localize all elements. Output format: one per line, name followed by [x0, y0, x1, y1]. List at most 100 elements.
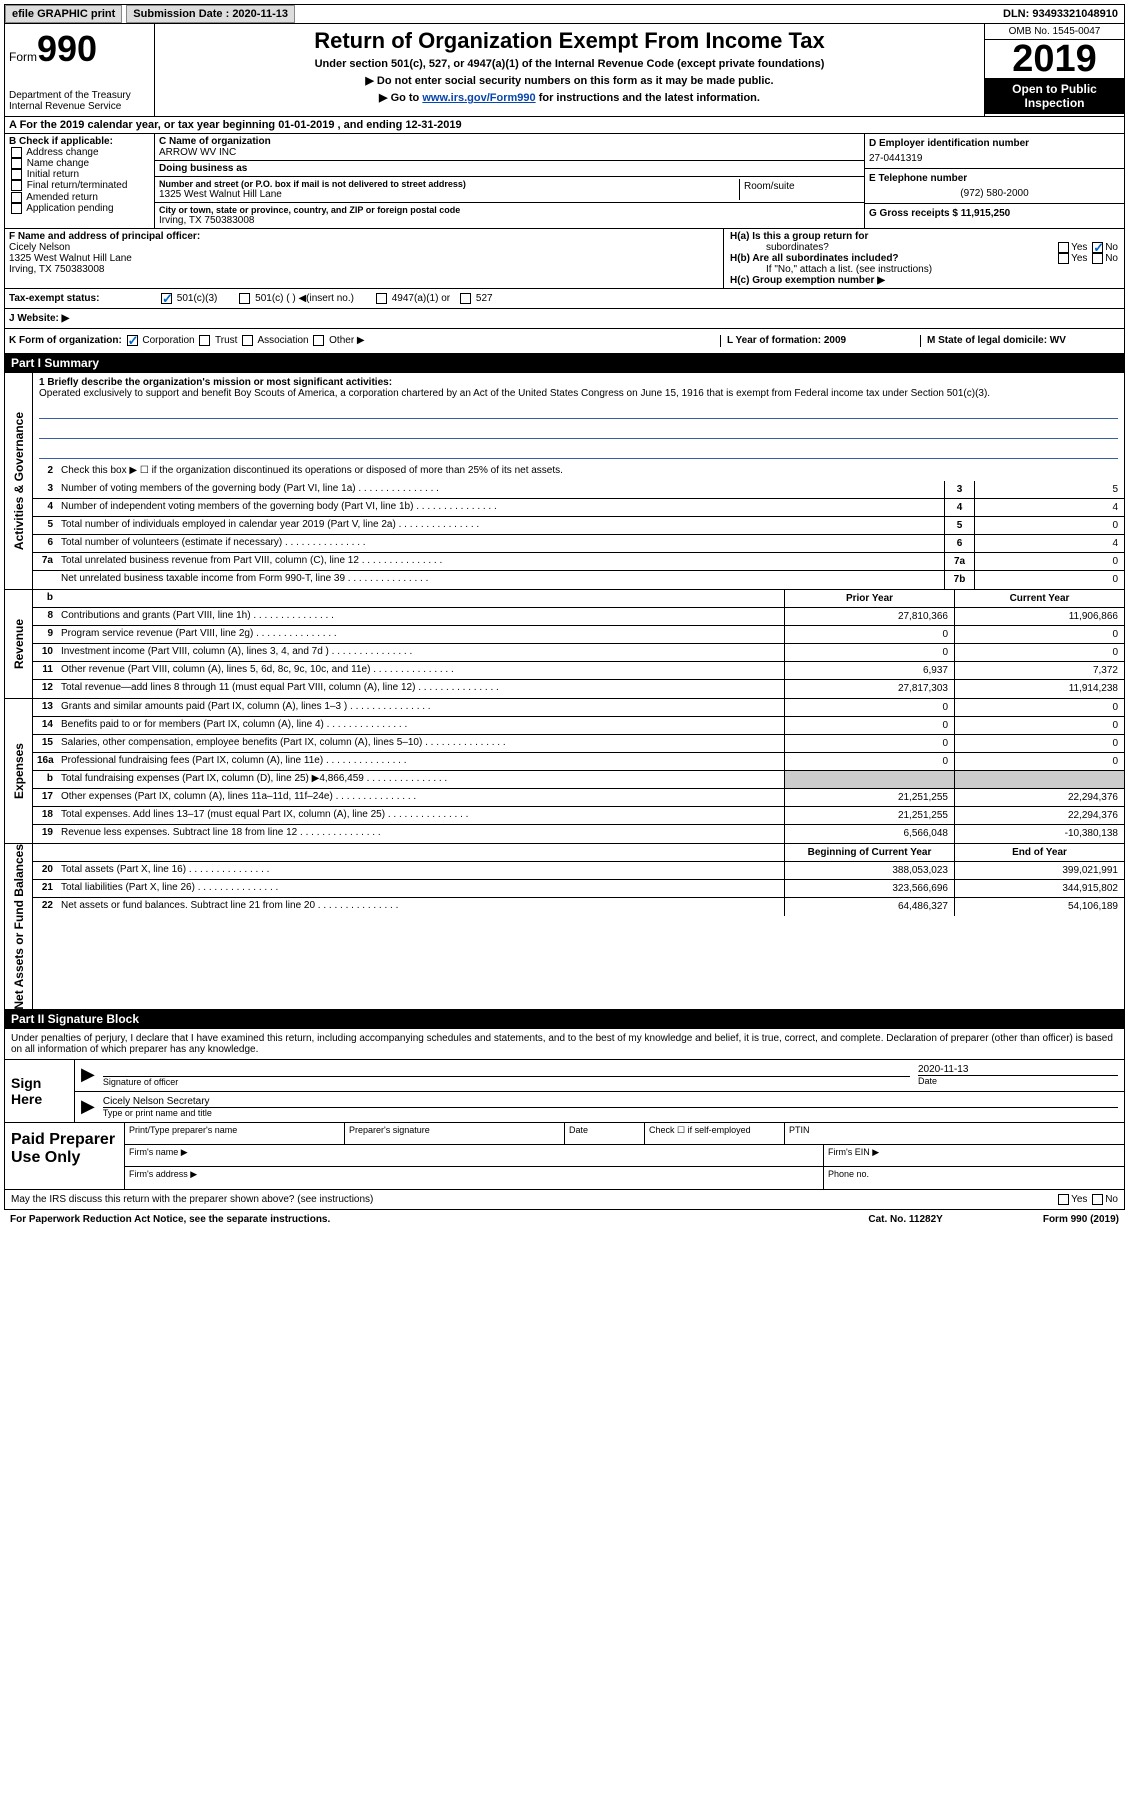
gov-line-3: 5Total number of individuals employed in…: [33, 517, 1124, 535]
arrow-icon: ▶: [81, 1064, 95, 1087]
chk-527[interactable]: [460, 293, 471, 304]
org-name-block: C Name of organization ARROW WV INC: [155, 134, 864, 161]
ein-label: D Employer identification number: [869, 138, 1120, 149]
row-k-org-form: K Form of organization: Corporation Trus…: [4, 329, 1125, 353]
vtab-net: Net Assets or Fund Balances: [5, 844, 33, 1010]
ha-yes[interactable]: [1058, 242, 1069, 253]
exp-line-5: 17Other expenses (Part IX, column (A), l…: [33, 789, 1124, 807]
sub3-pre: ▶ Go to: [379, 92, 422, 104]
chk-4947[interactable]: [376, 293, 387, 304]
net-hdr-blank: [33, 844, 57, 861]
footer-cat: Cat. No. 11282Y: [868, 1214, 942, 1225]
ha-sub-line: subordinates? Yes No: [730, 242, 1118, 253]
discuss-yes[interactable]: [1058, 1194, 1069, 1205]
street-label: Number and street (or P.O. box if mail i…: [159, 179, 739, 189]
header-center: Return of Organization Exempt From Incom…: [155, 24, 984, 116]
paid-preparer-row: Paid Preparer Use Only Print/Type prepar…: [5, 1122, 1124, 1189]
chk-other[interactable]: [313, 335, 324, 346]
exp-line-0: 13Grants and similar amounts paid (Part …: [33, 699, 1124, 717]
exp-line-2: 15Salaries, other compensation, employee…: [33, 735, 1124, 753]
gov-line-6: Net unrelated business taxable income fr…: [33, 571, 1124, 589]
exp-content: 13Grants and similar amounts paid (Part …: [33, 699, 1124, 843]
chk-assoc[interactable]: [242, 335, 253, 346]
org-name: ARROW WV INC: [159, 147, 860, 158]
form-title: Return of Organization Exempt From Incom…: [159, 28, 980, 54]
hdr-b: b: [33, 590, 57, 607]
firm-addr-label: Firm's address ▶: [125, 1167, 824, 1189]
col-h-group: H(a) Is this a group return for subordin…: [724, 229, 1124, 288]
sign-fields: ▶ Signature of officer 2020-11-13Date ▶ …: [75, 1060, 1124, 1122]
hdr-beg: Beginning of Current Year: [784, 844, 954, 861]
header-sub3: ▶ Go to www.irs.gov/Form990 for instruct…: [159, 91, 980, 104]
mission-line1: [39, 403, 1118, 419]
net-line-0: 20Total assets (Part X, line 16)388,053,…: [33, 862, 1124, 880]
exempt-label: Tax-exempt status:: [9, 293, 159, 304]
chk-501c[interactable]: [239, 293, 250, 304]
street-block: Number and street (or P.O. box if mail i…: [155, 177, 864, 203]
street-value: 1325 West Walnut Hill Lane: [159, 189, 739, 200]
officer-name: Cicely Nelson: [9, 242, 719, 253]
footer: For Paperwork Reduction Act Notice, see …: [4, 1210, 1125, 1229]
chk-amended[interactable]: Amended return: [9, 192, 150, 203]
k-state: M State of legal domicile: WV: [920, 335, 1120, 346]
chk-corp[interactable]: [127, 335, 138, 346]
mission-line3: [39, 443, 1118, 459]
gov-line-1: 3Number of voting members of the governi…: [33, 481, 1124, 499]
rev-headers: b Prior Year Current Year: [33, 590, 1124, 608]
phone-value: (972) 580-2000: [869, 188, 1120, 199]
form990-link[interactable]: www.irs.gov/Form990: [422, 92, 535, 104]
discuss-row: May the IRS discuss this return with the…: [4, 1190, 1125, 1210]
hdr-end: End of Year: [954, 844, 1124, 861]
col-b-checkboxes: B Check if applicable: Address change Na…: [5, 134, 155, 228]
penalty-text: Under penalties of perjury, I declare th…: [5, 1029, 1124, 1059]
rev-line-3: 11Other revenue (Part VIII, column (A), …: [33, 662, 1124, 680]
row-j-website: J Website: ▶: [4, 309, 1125, 329]
hb-yes[interactable]: [1058, 253, 1069, 264]
col-c-org: C Name of organization ARROW WV INC Doin…: [155, 134, 864, 228]
chk-trust[interactable]: [199, 335, 210, 346]
gross-block: G Gross receipts $ 11,915,250: [865, 204, 1124, 223]
prep-sig-label: Preparer's signature: [345, 1123, 565, 1144]
mission-block: 1 Briefly describe the organization's mi…: [33, 373, 1124, 463]
footer-right: Form 990 (2019): [1043, 1214, 1119, 1225]
section-bcd: B Check if applicable: Address change Na…: [4, 134, 1125, 229]
firm-name-label: Firm's name ▶: [125, 1145, 824, 1166]
exp-line-4: bTotal fundraising expenses (Part IX, co…: [33, 771, 1124, 789]
prep-date-label: Date: [565, 1123, 645, 1144]
efile-btn[interactable]: efile GRAPHIC print: [5, 5, 122, 23]
net-line-2: 22Net assets or fund balances. Subtract …: [33, 898, 1124, 916]
sig-officer-line: ▶ Signature of officer 2020-11-13Date: [75, 1060, 1124, 1092]
hdr-curr: Current Year: [954, 590, 1124, 607]
discuss-no[interactable]: [1092, 1194, 1103, 1205]
vtab-rev: Revenue: [5, 590, 33, 698]
rev-line-0: 8Contributions and grants (Part VIII, li…: [33, 608, 1124, 626]
sig-name-line: ▶ Cicely Nelson SecretaryType or print n…: [75, 1092, 1124, 1122]
gov-line-0: 2Check this box ▶ ☐ if the organization …: [33, 463, 1124, 481]
chk-initial[interactable]: Initial return: [9, 169, 150, 180]
chk-pending[interactable]: Application pending: [9, 203, 150, 214]
submission-date-btn[interactable]: Submission Date : 2020-11-13: [126, 5, 295, 23]
mission-label: 1 Briefly describe the organization's mi…: [39, 377, 1118, 388]
part1-header: Part I Summary: [4, 354, 1125, 373]
dba-block: Doing business as: [155, 161, 864, 177]
paid-line3: Firm's address ▶ Phone no.: [125, 1167, 1124, 1189]
chk-name[interactable]: Name change: [9, 158, 150, 169]
chk-final[interactable]: Final return/terminated: [9, 180, 150, 191]
ha-no[interactable]: [1092, 242, 1103, 253]
check-self-label: Check ☐ if self-employed: [645, 1123, 785, 1144]
dba-label: Doing business as: [159, 163, 860, 174]
sig-officer-label: Signature of officer: [103, 1076, 910, 1087]
header-sub2: ▶ Do not enter social security numbers o…: [159, 74, 980, 87]
gov-content: 1 Briefly describe the organization's mi…: [33, 373, 1124, 589]
sign-here-row: Sign Here ▶ Signature of officer 2020-11…: [5, 1059, 1124, 1122]
phone-block: E Telephone number (972) 580-2000: [865, 169, 1124, 204]
city-block: City or town, state or province, country…: [155, 203, 864, 228]
mission-line2: [39, 423, 1118, 439]
hb-line: H(b) Are all subordinates included? Yes …: [730, 253, 1118, 264]
ha-line: H(a) Is this a group return for: [730, 231, 1118, 242]
chk-address[interactable]: Address change: [9, 147, 150, 158]
officer-addr1: 1325 West Walnut Hill Lane: [9, 253, 719, 264]
sub3-post: for instructions and the latest informat…: [536, 92, 760, 104]
hb-no[interactable]: [1092, 253, 1103, 264]
chk-501c3[interactable]: [161, 293, 172, 304]
